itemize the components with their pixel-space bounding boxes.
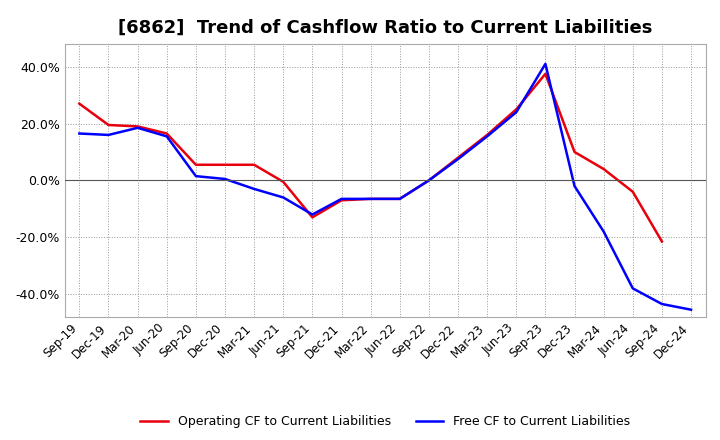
Free CF to Current Liabilities [133,125,142,131]
Legend: Operating CF to Current Liabilities, Free CF to Current Liabilities: Operating CF to Current Liabilities, Fre… [135,411,635,433]
Free CF to Current Liabilities [454,157,462,162]
Operating CF to Current Liabilities [483,132,492,138]
Free CF to Current Liabilities [192,173,200,179]
Free CF to Current Liabilities [279,195,287,200]
Free CF to Current Liabilities [629,286,637,291]
Operating CF to Current Liabilities [425,178,433,183]
Operating CF to Current Liabilities [192,162,200,167]
Free CF to Current Liabilities [366,196,375,202]
Operating CF to Current Liabilities [570,149,579,154]
Free CF to Current Liabilities [541,61,550,66]
Free CF to Current Liabilities [395,196,404,202]
Free CF to Current Liabilities [512,110,521,115]
Operating CF to Current Liabilities [279,179,287,184]
Free CF to Current Liabilities [657,301,666,307]
Operating CF to Current Liabilities [308,215,317,220]
Line: Operating CF to Current Liabilities: Operating CF to Current Liabilities [79,74,662,242]
Free CF to Current Liabilities [308,212,317,217]
Free CF to Current Liabilities [599,229,608,234]
Operating CF to Current Liabilities [657,239,666,244]
Free CF to Current Liabilities [75,131,84,136]
Free CF to Current Liabilities [570,183,579,189]
Free CF to Current Liabilities [104,132,113,138]
Operating CF to Current Liabilities [599,166,608,172]
Free CF to Current Liabilities [483,134,492,139]
Free CF to Current Liabilities [163,134,171,139]
Operating CF to Current Liabilities [366,196,375,202]
Free CF to Current Liabilities [220,176,229,182]
Operating CF to Current Liabilities [512,107,521,112]
Operating CF to Current Liabilities [629,189,637,194]
Operating CF to Current Liabilities [133,124,142,129]
Free CF to Current Liabilities [337,196,346,202]
Operating CF to Current Liabilities [163,131,171,136]
Operating CF to Current Liabilities [395,196,404,202]
Operating CF to Current Liabilities [250,162,258,167]
Operating CF to Current Liabilities [541,71,550,77]
Title: [6862]  Trend of Cashflow Ratio to Current Liabilities: [6862] Trend of Cashflow Ratio to Curren… [118,19,652,37]
Operating CF to Current Liabilities [454,155,462,160]
Free CF to Current Liabilities [250,186,258,191]
Operating CF to Current Liabilities [75,101,84,106]
Operating CF to Current Liabilities [104,122,113,128]
Free CF to Current Liabilities [425,178,433,183]
Free CF to Current Liabilities [687,307,696,312]
Operating CF to Current Liabilities [220,162,229,167]
Line: Free CF to Current Liabilities: Free CF to Current Liabilities [79,64,691,310]
Operating CF to Current Liabilities [337,198,346,203]
